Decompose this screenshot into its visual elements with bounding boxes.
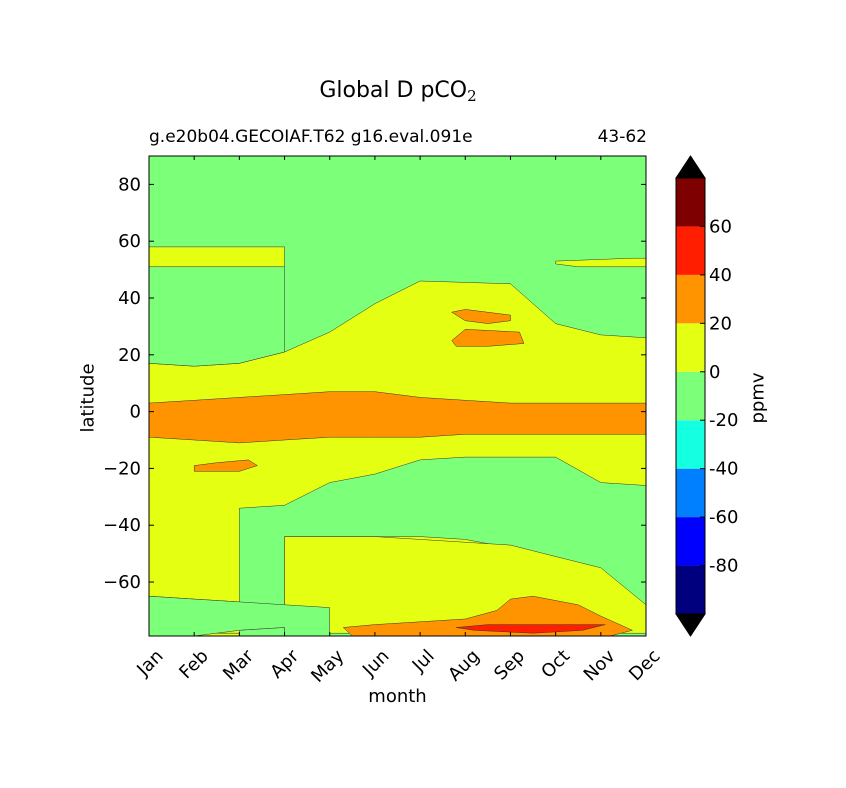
y-tick-label: 0: [130, 402, 141, 423]
contour-region: [451, 309, 511, 324]
colorbar-segment: [676, 468, 705, 518]
contour-region: [149, 246, 285, 268]
y-tick-label: 60: [118, 231, 141, 252]
x-tick-label: Jun: [358, 646, 393, 681]
contour-region: [555, 257, 646, 268]
contour-region: [193, 459, 258, 472]
x-tick-label: Mar: [219, 645, 258, 684]
x-tick-label: Oct: [537, 646, 574, 683]
colorbar-segment: [676, 371, 705, 421]
colorbar-segment: [676, 323, 705, 372]
x-tick-label: Feb: [175, 646, 212, 683]
x-tick-label: Jan: [132, 646, 167, 681]
colorbar-tick-label: -60: [709, 507, 738, 528]
contour-region: [456, 624, 606, 634]
plot-frame: [148, 155, 647, 637]
x-tick-label: Apr: [266, 645, 303, 682]
colorbar-extend-over: [675, 155, 706, 179]
chart-title: Global D pCO2: [319, 78, 477, 105]
x-tick-label: May: [307, 645, 348, 686]
plot-area: [149, 156, 646, 636]
y-tick-label: −60: [103, 572, 141, 593]
colorbar-frame: [675, 177, 706, 615]
contour-region: [149, 280, 646, 603]
colorbar-segment: [676, 226, 705, 275]
colorbar: 60 40 20 0 -20 -40 -60 -80: [675, 155, 738, 637]
colorbar-tick-label: -80: [709, 556, 738, 577]
case-name-subtitle: g.e20b04.GECOIAF.T62 g16.eval.091e: [149, 127, 473, 147]
colorbar-segment: [676, 178, 705, 227]
x-axis-label: month: [368, 686, 427, 707]
y-tick-label: 80: [118, 174, 141, 195]
colorbar-tick-label: 60: [709, 216, 732, 237]
colorbar-segment: [676, 274, 705, 324]
y-tick-label: 20: [118, 345, 141, 366]
x-tick-label: Nov: [580, 645, 620, 685]
colorbar-segment: [676, 420, 705, 469]
year-range-subtitle: 43-62: [597, 127, 647, 147]
y-axis: 80 60 40 20 0 −20 −40 −60: [103, 174, 646, 593]
y-tick-label: −40: [103, 515, 141, 536]
colorbar-segment: [676, 565, 705, 614]
contour-region: [149, 266, 285, 367]
x-tick-label: Jul: [408, 646, 439, 677]
contour-region: [149, 391, 646, 444]
colorbar-extend-under: [675, 613, 706, 637]
contour-region: [149, 595, 330, 636]
colorbar-segment: [676, 517, 705, 566]
colorbar-tick-label: 40: [709, 265, 732, 286]
y-tick-label: −20: [103, 458, 141, 479]
y-tick-label: 40: [118, 288, 141, 309]
x-tick-label: Dec: [625, 646, 664, 685]
colorbar-tick-label: 0: [709, 362, 720, 383]
colorbar-tick-label: -20: [709, 410, 738, 431]
x-tick-label: Sep: [490, 646, 529, 685]
colorbar-tick-label: -40: [709, 459, 738, 480]
colorbar-tick-label: 20: [709, 313, 732, 334]
x-tick-label: Aug: [444, 646, 484, 686]
contour-region: [451, 329, 525, 347]
